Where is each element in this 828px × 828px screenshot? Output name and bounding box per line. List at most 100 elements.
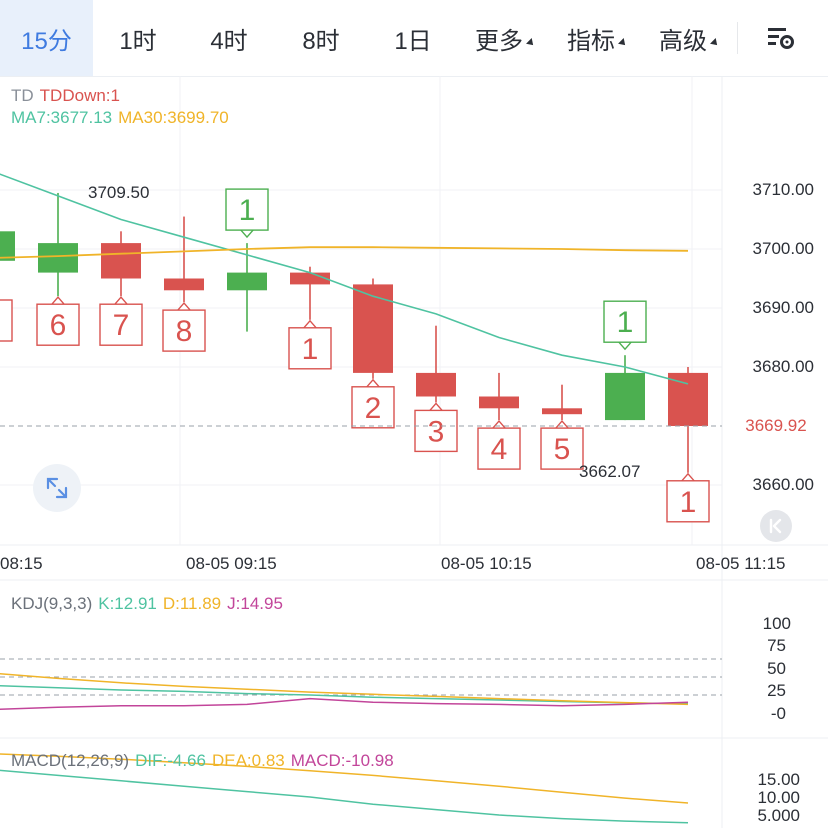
candle-body: [101, 243, 141, 279]
kdj-d-value: D:11.89: [162, 594, 222, 613]
expand-icon: [46, 477, 68, 499]
tab-label: 15分: [21, 27, 72, 55]
chart-settings-button[interactable]: [758, 18, 804, 58]
td-pointer: [491, 420, 507, 430]
td-indicator-value: TDDown:1: [39, 86, 120, 105]
macd-axis-label: 15.00: [757, 770, 800, 789]
td-count-label: 7: [113, 309, 130, 342]
tab-indicators-dropdown[interactable]: 指标: [551, 0, 643, 76]
time-axis-label: 08-05 09:15: [186, 554, 277, 573]
price-axis-label: 3710.00: [752, 180, 814, 199]
kdj-axis-label: 75: [767, 636, 786, 655]
ma7-line: [0, 173, 689, 385]
ma-legend: MA7:3677.13 MA30:3699.70: [11, 108, 235, 128]
td-indicator-name: TD: [11, 86, 34, 105]
td-pointer: [176, 302, 192, 312]
td-box: [288, 327, 332, 370]
high-price-label: 3709.50: [88, 183, 150, 202]
td-box: [0, 299, 13, 342]
td-box: [99, 303, 143, 346]
td-box: [540, 427, 584, 470]
macd-dif-value: DIF:-4.66: [135, 751, 206, 770]
macd-hist-value: MACD:-10.98: [290, 751, 394, 770]
kdj-j-line: [0, 697, 689, 710]
price-axis-label: 3680.00: [752, 357, 814, 376]
td-pointer: [554, 420, 570, 430]
td-box: [162, 309, 206, 352]
kdj-d-line: [0, 673, 689, 706]
price-axis-label: 3690.00: [752, 298, 814, 317]
td-count-label: 6: [50, 309, 67, 342]
tab-label: 4时: [210, 27, 248, 55]
td-box: [351, 386, 395, 429]
macd-legend: MACD(12,26,9) DIF:-4.66 DEA:0.83 MACD:-10.9…: [11, 751, 400, 771]
tab-1h[interactable]: 1时: [93, 0, 183, 76]
fullscreen-button[interactable]: [33, 464, 81, 512]
candle-body: [479, 396, 519, 409]
tab-label: 更多: [475, 27, 523, 55]
td-count-label: 3: [428, 415, 445, 448]
jump-to-latest-icon: [769, 518, 782, 534]
tab-8h[interactable]: 8时: [275, 0, 367, 76]
td-count-label: 1: [239, 194, 256, 227]
price-axis-label: 3660.00: [752, 475, 814, 494]
time-axis-label: 08-05 11:15: [696, 554, 786, 573]
interval-tab-bar: 15分 1时 4时 8时 1日 更多 指标 高级: [0, 0, 828, 77]
candle-body: [605, 372, 645, 421]
td-count-label: 1: [617, 306, 634, 339]
ma30-value: MA30:3699.70: [118, 108, 229, 127]
tab-advanced-dropdown[interactable]: 高级: [643, 0, 735, 76]
td-pointer: [50, 296, 66, 306]
tab-label: 1时: [119, 27, 157, 55]
ma-lines: [0, 173, 689, 385]
candle-body: [416, 372, 456, 397]
td-pointer: [113, 296, 129, 306]
td-count-label: 1: [302, 333, 319, 366]
candle-body: [542, 408, 582, 415]
chart-settings-icon: [768, 28, 794, 49]
macd-dea-line: [0, 753, 689, 804]
macd-dif-line: [0, 769, 689, 824]
td-legend: TD TDDown:1: [11, 86, 126, 106]
candle-body: [38, 243, 78, 273]
tab-15min[interactable]: 15分: [0, 0, 93, 76]
td-box: [603, 300, 647, 343]
td-box: [225, 188, 269, 231]
tab-label: 1日: [394, 27, 432, 55]
td-count-label: 4: [491, 433, 508, 466]
time-axis-label: 08:15: [0, 554, 43, 573]
candle-body: [353, 284, 393, 373]
tab-label: 指标: [567, 27, 615, 55]
tab-more-dropdown[interactable]: 更多: [459, 0, 551, 76]
td-box: [414, 409, 458, 453]
kdj-axis-label: 100: [762, 614, 791, 633]
td-box: [666, 480, 710, 523]
candle-body: [290, 272, 330, 285]
price-axis-label: 3700.00: [752, 239, 814, 258]
td-box: [477, 427, 521, 470]
candle-body: [668, 372, 708, 426]
macd-axis-label: 10.00: [757, 788, 800, 807]
macd-dea-value: DEA:0.83: [211, 751, 285, 770]
tab-4h[interactable]: 4时: [183, 0, 275, 76]
macd-axis-label: 5.000: [757, 806, 800, 825]
td-pointer: [365, 378, 381, 389]
tab-1d[interactable]: 1日: [367, 0, 459, 76]
td-pointer: [680, 472, 696, 483]
macd-lines: [0, 753, 689, 824]
td-count-label: 5: [554, 433, 571, 466]
jump-to-latest-button[interactable]: [760, 510, 792, 542]
divider: [737, 22, 738, 54]
ma30-line: [0, 246, 689, 259]
td-markers: 6 7 8 1 1 2 3 4 5 1 1: [0, 188, 710, 523]
td-count-label: 8: [176, 315, 193, 348]
candle-body: [227, 272, 267, 291]
td-count-label: 1: [680, 486, 697, 519]
td-pointer: [428, 402, 444, 412]
low-price-label: 3662.07: [579, 462, 641, 481]
kdj-axis-label: -0: [770, 704, 786, 723]
candle-body: [164, 278, 204, 291]
current-price-tag: 3669.92: [724, 413, 828, 439]
kdj-axis-label: 25: [767, 681, 786, 700]
